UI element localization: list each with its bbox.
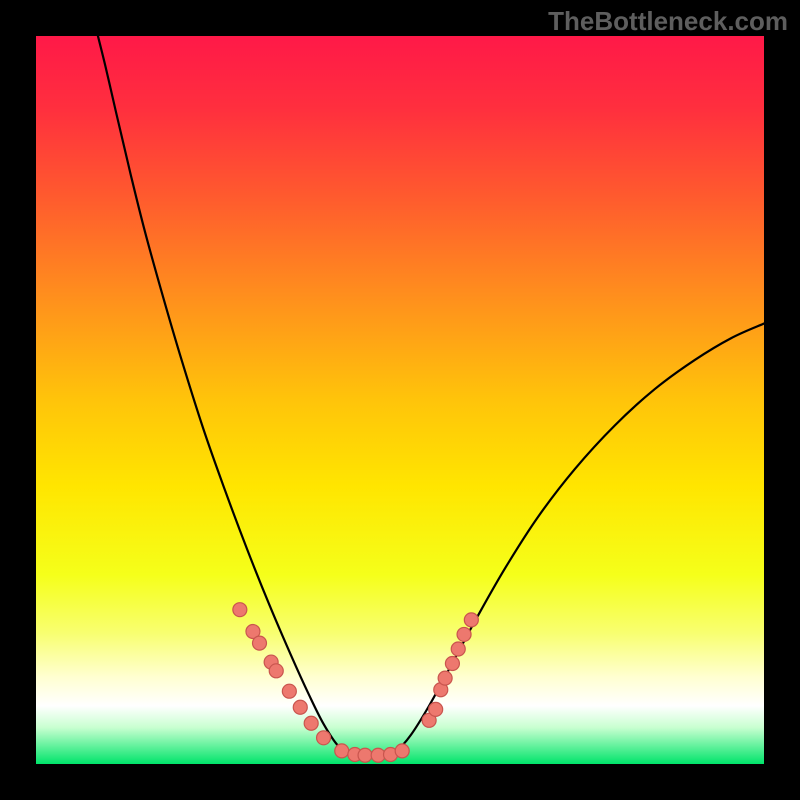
data-marker bbox=[335, 744, 349, 758]
data-marker bbox=[429, 702, 443, 716]
data-marker bbox=[438, 671, 452, 685]
plot-area bbox=[36, 36, 764, 764]
data-marker bbox=[304, 716, 318, 730]
data-marker bbox=[457, 627, 471, 641]
data-marker bbox=[395, 744, 409, 758]
data-marker bbox=[269, 664, 283, 678]
chart-frame: TheBottleneck.com bbox=[0, 0, 800, 800]
data-marker bbox=[317, 731, 331, 745]
data-marker bbox=[293, 700, 307, 714]
data-marker bbox=[464, 613, 478, 627]
data-marker bbox=[252, 636, 266, 650]
data-marker bbox=[451, 642, 465, 656]
gradient-background bbox=[36, 36, 764, 764]
watermark-text: TheBottleneck.com bbox=[548, 6, 788, 37]
chart-svg bbox=[36, 36, 764, 764]
data-marker bbox=[358, 748, 372, 762]
data-marker bbox=[233, 603, 247, 617]
data-marker bbox=[445, 657, 459, 671]
data-marker bbox=[282, 684, 296, 698]
